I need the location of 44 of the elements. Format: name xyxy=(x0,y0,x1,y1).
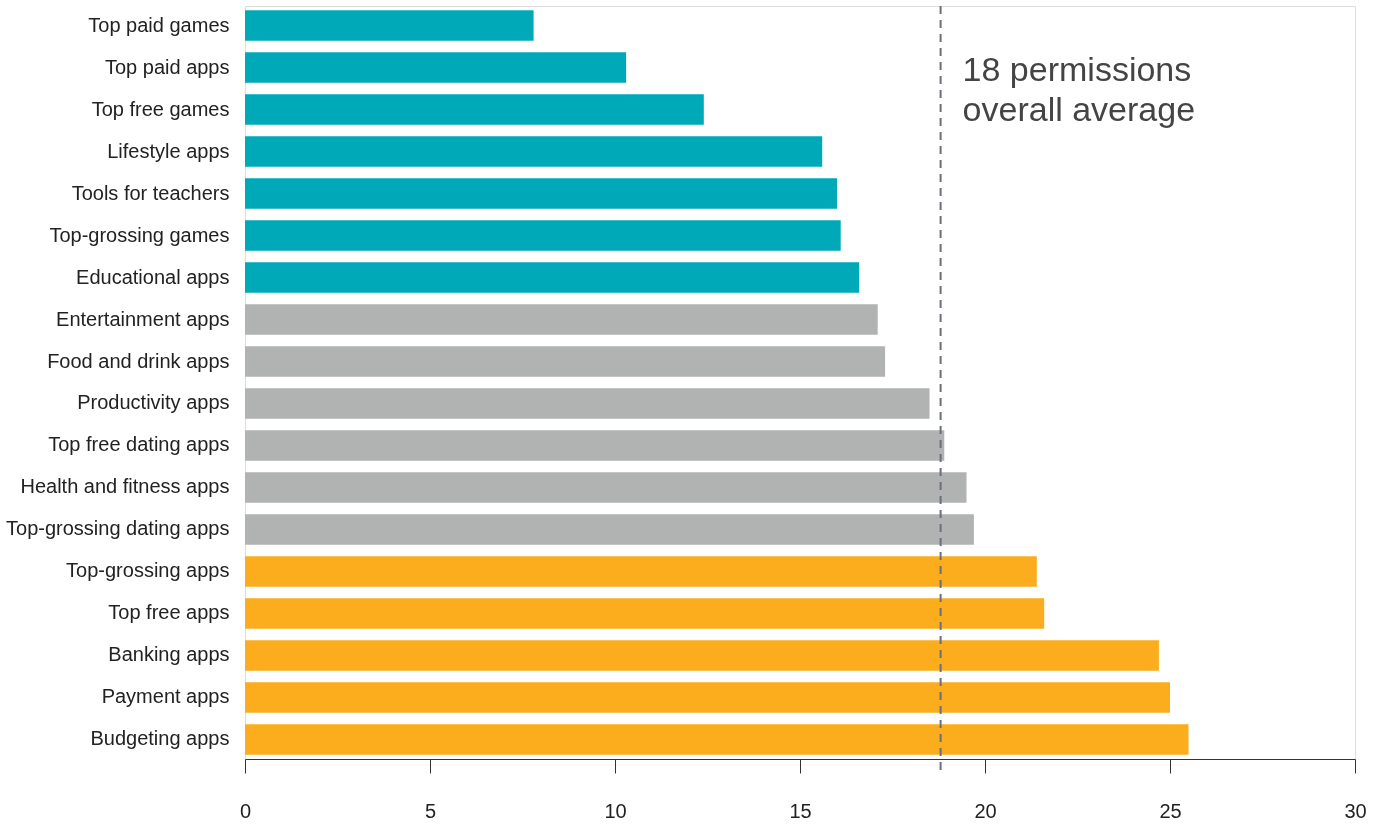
y-tick-label: Top-grossing dating apps xyxy=(6,517,230,540)
y-tick-label: Top free dating apps xyxy=(48,433,230,456)
bar xyxy=(245,430,945,461)
bar xyxy=(245,304,878,335)
y-tick-label: Top-grossing games xyxy=(49,223,230,246)
bar xyxy=(245,94,704,125)
y-tick-label: Top-grossing apps xyxy=(66,559,230,582)
bar xyxy=(245,556,1037,587)
y-tick-label: Food and drink apps xyxy=(47,349,230,372)
y-tick-label: Top free games xyxy=(91,97,230,120)
y-tick-label: Payment apps xyxy=(101,685,230,708)
y-tick-label: Entertainment apps xyxy=(56,307,230,330)
bar xyxy=(245,136,823,167)
x-tick-label: 20 xyxy=(974,799,997,822)
y-tick-label: Top free apps xyxy=(108,601,230,624)
y-tick-label: Banking apps xyxy=(108,643,230,666)
x-tick-label: 5 xyxy=(424,799,437,822)
y-tick-label: Budgeting apps xyxy=(90,727,230,750)
bar xyxy=(245,682,1170,713)
x-tick-label: 15 xyxy=(789,799,812,822)
bar xyxy=(245,220,841,251)
bar xyxy=(245,388,930,419)
bar xyxy=(245,598,1045,629)
x-tick-label: 10 xyxy=(604,799,627,822)
y-tick-label: Top paid games xyxy=(88,13,230,36)
y-tick-label: Health and fitness apps xyxy=(20,475,230,498)
x-tick-label: 0 xyxy=(239,799,252,822)
bar xyxy=(245,262,860,293)
bar xyxy=(245,178,837,209)
bar xyxy=(245,472,967,503)
y-tick-label: Tools for teachers xyxy=(71,181,230,204)
bar xyxy=(245,640,1159,671)
bar xyxy=(245,724,1189,755)
ref-line-label: 18 permissions overall average xyxy=(962,50,1196,128)
x-tick-label: 30 xyxy=(1344,799,1367,822)
bar xyxy=(245,346,886,377)
y-tick-label: Educational apps xyxy=(76,265,230,288)
bar xyxy=(245,10,534,41)
y-tick-label: Top paid apps xyxy=(104,55,230,78)
bar xyxy=(245,514,974,545)
bar xyxy=(245,52,627,83)
y-tick-label: Productivity apps xyxy=(77,391,230,414)
x-tick-label: 25 xyxy=(1159,799,1182,822)
y-tick-label: Lifestyle apps xyxy=(107,139,230,162)
